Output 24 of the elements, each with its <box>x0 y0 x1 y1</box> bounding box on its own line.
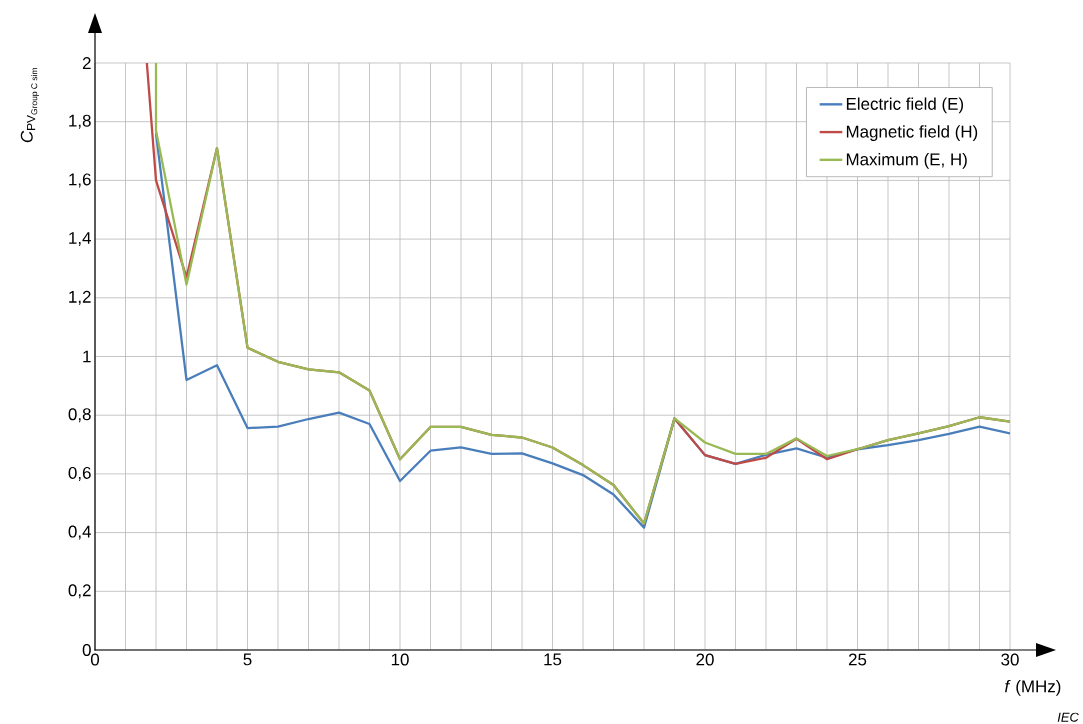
legend-label: Electric field (E) <box>846 97 964 114</box>
y-tick-label: 0 <box>82 644 91 656</box>
x-tick-label: 20 <box>696 653 714 666</box>
y-tick-label: 1,4 <box>69 232 91 247</box>
text: IEC <box>1057 712 1079 722</box>
y-tick-label: 2 <box>82 57 91 69</box>
y-tick-label: 1,2 <box>69 290 91 305</box>
x-tick-label: 5 <box>243 653 252 666</box>
y-tick-label: 0,8 <box>68 408 91 423</box>
y-tick-label: 1 <box>83 350 91 363</box>
y-tick-label: 0,6 <box>68 466 91 481</box>
legend-label: Magnetic field (H) <box>846 125 978 141</box>
y-tick-label: 1,6 <box>69 173 91 188</box>
y-tick-label: 0,2 <box>68 584 91 599</box>
x-tick-label: 30 <box>1001 653 1019 666</box>
x-tick-label: 15 <box>544 653 562 666</box>
x-tick-label: 10 <box>391 653 409 666</box>
y-axis-title: $\textit{C}_{\text{PV}_{\text{Group C sim}}}$ <box>20 68 39 143</box>
y-tick-label: 1,8 <box>69 114 91 129</box>
x-tick-label: 0 <box>90 653 100 666</box>
y-tick-label: 0,4 <box>68 525 91 540</box>
x-axis-title: f (MHz) <box>1005 679 1061 696</box>
legend-label: Maximum (E, H) <box>846 152 967 169</box>
x-tick-label: 25 <box>848 653 867 666</box>
